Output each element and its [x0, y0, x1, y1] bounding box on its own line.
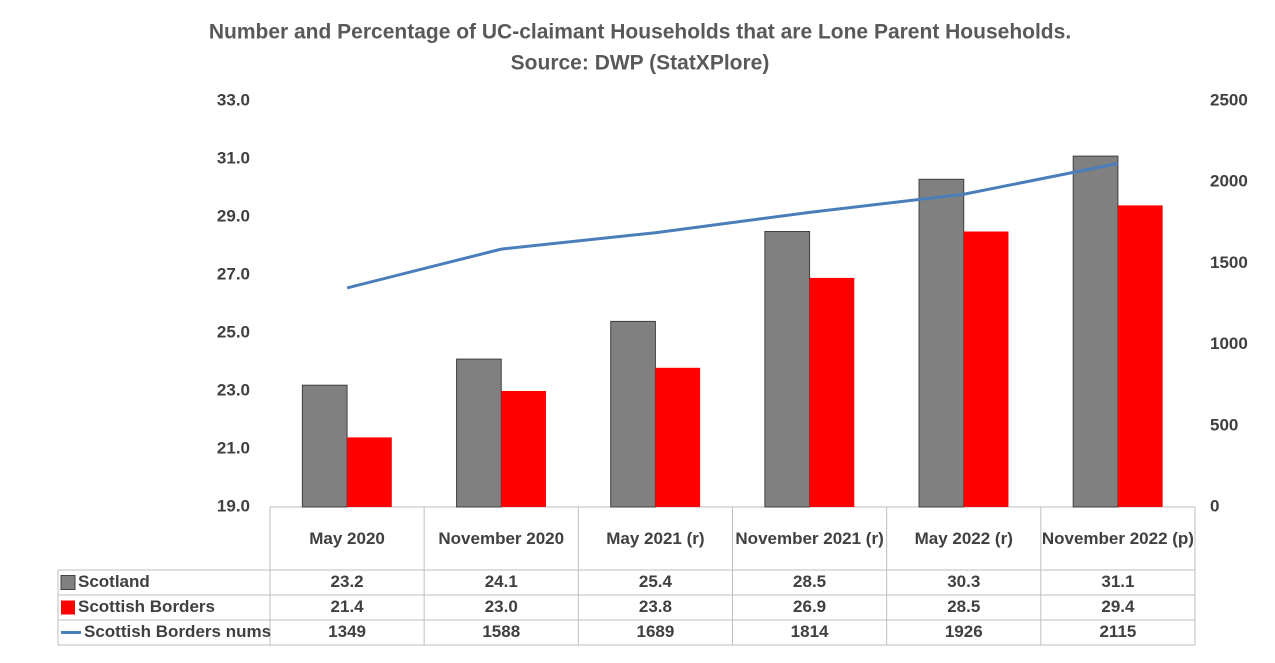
x-tick-label: May 2022 (r) — [914, 528, 1013, 548]
x-tick-label: May 2021 (r) — [606, 528, 705, 548]
y2-tick-label: 500 — [1210, 415, 1238, 434]
bar — [1072, 155, 1119, 508]
y2-tick-label: 1000 — [1210, 334, 1248, 353]
x-tick-label: November 2021 (r) — [735, 528, 884, 548]
bar — [918, 178, 965, 508]
table-value: 24.1 — [485, 572, 518, 591]
table-value: 25.4 — [639, 572, 673, 591]
table-value: 29.4 — [1101, 597, 1135, 616]
legend-label: Scottish Borders nums — [84, 622, 271, 641]
table-value: 1814 — [791, 622, 829, 641]
table-value: 1689 — [637, 622, 675, 641]
bar — [655, 367, 701, 507]
x-category-cell: November 2021 (r) — [735, 528, 884, 548]
table-value: 26.9 — [793, 597, 826, 616]
table-value: 28.5 — [947, 597, 980, 616]
table-value: 2115 — [1099, 622, 1136, 641]
table-value: 21.4 — [331, 597, 365, 616]
x-category-cell: November 2022 (p) — [1041, 528, 1194, 548]
x-tick-label: May 2020 — [309, 528, 385, 548]
table-value: 1349 — [328, 622, 366, 641]
table-value: 23.2 — [331, 572, 364, 591]
y-tick-label: 25.0 — [217, 322, 250, 341]
x-category-cell: May 2021 (r) — [606, 528, 705, 548]
chart-title: Number and Percentage of UC-claimant Hou… — [209, 21, 1071, 44]
bar — [1117, 205, 1163, 507]
bar — [301, 384, 348, 508]
legend-label: Scotland — [78, 572, 150, 591]
y2-tick-label: 2000 — [1210, 172, 1248, 191]
bar — [809, 277, 855, 507]
y-tick-label: 27.0 — [217, 264, 250, 283]
bar — [764, 231, 811, 508]
y2-tick-label: 1500 — [1210, 253, 1248, 272]
x-category-cell: May 2022 (r) — [914, 528, 1013, 548]
bar — [347, 437, 392, 507]
y-tick-label: 23.0 — [217, 380, 250, 399]
y-tick-label: 31.0 — [217, 148, 250, 167]
table-value: 28.5 — [793, 572, 826, 591]
line — [346, 162, 1119, 290]
bar — [610, 320, 656, 508]
x-tick-label: November 2022 (p) — [1041, 528, 1194, 548]
y-tick-label: 33.0 — [217, 90, 250, 109]
x-tick-label: November 2020 — [438, 528, 565, 548]
y-tick-label: 19.0 — [217, 496, 250, 515]
y-tick-label: 21.0 — [217, 438, 250, 457]
chart-subtitle: Source: DWP (StatXPlore) — [511, 52, 770, 75]
bar — [501, 391, 546, 507]
legend-label: Scottish Borders — [78, 597, 215, 616]
y-tick-label: 29.0 — [217, 206, 250, 225]
bar — [963, 231, 1009, 507]
y2-tick-label: 0 — [1210, 496, 1219, 515]
table-value: 30.3 — [947, 572, 980, 591]
table-value: 23.8 — [639, 597, 672, 616]
legend-key — [60, 575, 76, 590]
table-value: 1588 — [482, 622, 520, 641]
y2-tick-label: 2500 — [1210, 90, 1248, 109]
legend-key — [61, 600, 75, 615]
x-category-cell: November 2020 — [438, 528, 565, 548]
table-value: 23.0 — [485, 597, 518, 616]
table-value: 31.1 — [1101, 572, 1134, 591]
x-category-cell: May 2020 — [309, 528, 385, 548]
table-value: 1926 — [945, 622, 983, 641]
bar — [456, 358, 502, 508]
